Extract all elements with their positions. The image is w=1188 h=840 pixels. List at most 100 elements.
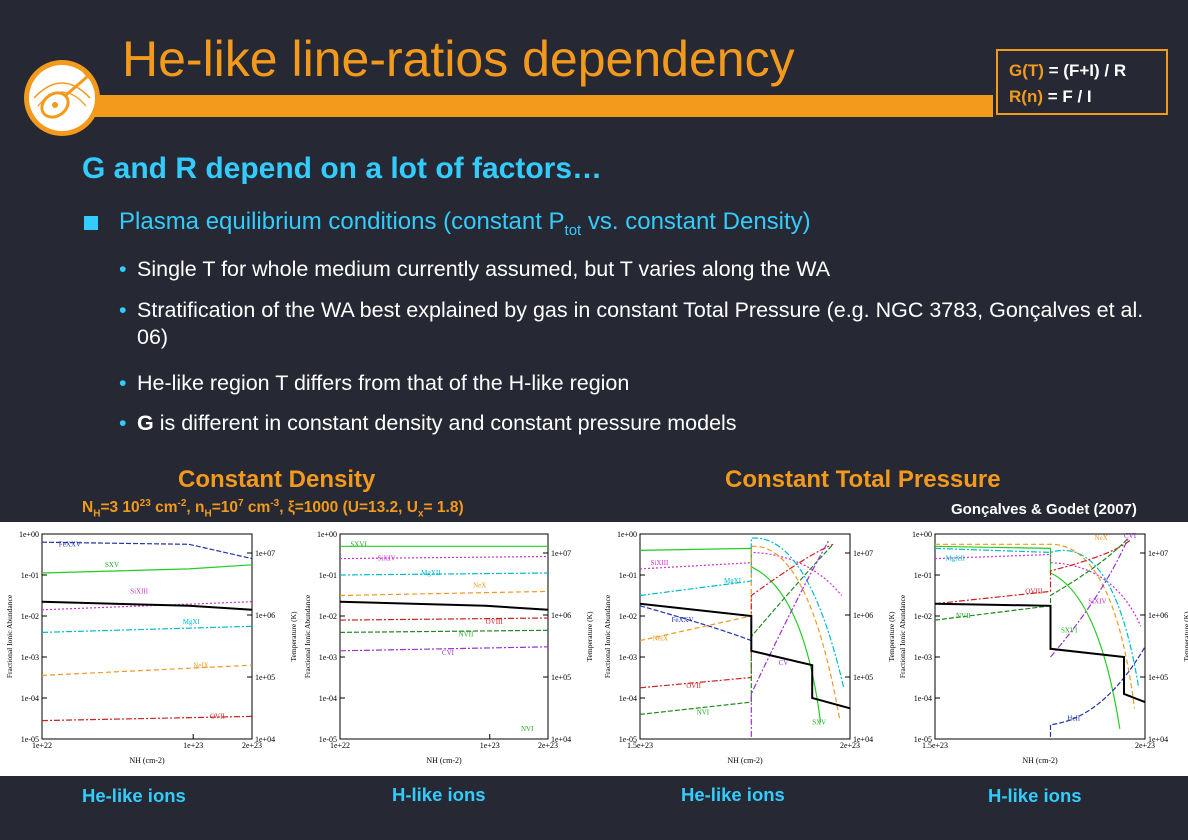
y-tick-label: 1e-04	[619, 694, 637, 703]
y2-tick-label: 1e+07	[1148, 549, 1168, 558]
ion-label: NVII	[956, 612, 971, 620]
x-axis-label: NH (cm-2)	[1022, 756, 1058, 765]
abundance-curve	[934, 547, 1140, 688]
ion-label: MgXII	[946, 555, 966, 563]
main-bullet: Plasma equilibrium conditions (constant …	[119, 208, 811, 239]
ion-label: NeIX	[193, 661, 209, 669]
y-tick-label: 1e+00	[617, 530, 637, 539]
plot-panel-3: 1e+00 1e-01 1e-02 1e-03 1e-04 1e-05 1e+07 1e+06…	[603, 530, 896, 765]
y-tick-label: 1e-05	[319, 735, 337, 744]
g-formula: G(T) = (F+I) / R	[1009, 61, 1127, 80]
abundance-curve	[934, 537, 1129, 621]
ion-label: NVI	[697, 708, 710, 716]
y-tick-label: 1e-04	[21, 694, 39, 703]
ion-label: OVII	[686, 682, 701, 690]
plot-panel-4: 1e+00 1e-01 1e-02 1e-03 1e-04 1e-05 1e+07 1e+06…	[898, 530, 1188, 765]
y-tick-label: 1e-04	[319, 694, 337, 703]
constant-pressure-title: Constant Total Pressure	[725, 466, 1001, 493]
caption-he-like-1: He-like ions	[82, 785, 186, 806]
abundance-curve	[1050, 537, 1129, 658]
y2-axis-label: Temperature (K)	[289, 611, 298, 662]
formula-box: G(T) = (F+I) / R R(n) = F / I	[996, 49, 1168, 115]
plot-panel-2: 1e+00 1e-01 1e-02 1e-03 1e-04 1e-05 1e+07 1e+06…	[303, 530, 594, 765]
y2-tick-label: 1e+04	[255, 735, 275, 744]
abundance-curve	[339, 646, 549, 652]
y2-axis-label: Temperature (K)	[1182, 611, 1188, 662]
plot-frame	[639, 533, 851, 740]
ion-label: SXV	[812, 719, 826, 727]
y2-tick-label: 1e+07	[551, 549, 571, 558]
ion-label: NVI	[521, 725, 534, 733]
x-tick-label: 1.5e+23	[627, 741, 653, 750]
y-tick-label: 1e+00	[317, 530, 337, 539]
ion-label: CVI	[442, 649, 455, 657]
ion-label: NVII	[459, 631, 474, 639]
ion-label: SiXIII	[651, 559, 670, 567]
sub-bullet-3: • He-like region T differs from that of t…	[119, 371, 630, 395]
ion-label: SXVI	[350, 540, 367, 548]
plot-frame	[934, 533, 1146, 740]
y-tick-label: 1e+00	[912, 530, 932, 539]
y-tick-label: 1e-02	[21, 612, 39, 621]
x-tick-label: 2e+23	[1135, 741, 1155, 750]
square-bullet-icon	[84, 216, 98, 230]
y2-tick-label: 1e+04	[551, 735, 571, 744]
abundance-curve	[41, 541, 253, 560]
y-tick-label: 1e-03	[914, 653, 932, 662]
ion-label: MgXI	[724, 577, 742, 585]
ion-label: CV	[779, 659, 789, 667]
y2-tick-label: 1e+05	[255, 673, 275, 682]
section-heading: G and R depend on a lot of factors…	[82, 152, 603, 185]
sub-bullet-2: • Stratification of the WA best explained…	[119, 298, 1144, 349]
ion-label: NeIX	[653, 635, 669, 643]
y2-tick-label: 1e+06	[551, 611, 571, 620]
abundance-curve	[339, 600, 549, 611]
y2-tick-label: 1e+05	[551, 673, 571, 682]
mandolin-logo-icon	[22, 58, 102, 138]
y-axis-label: Fractional Ionic Abundance	[303, 594, 312, 678]
ion-label: CVI	[1124, 532, 1137, 540]
caption-he-like-2: He-like ions	[681, 784, 785, 805]
citation: Gonçalves & Godet (2007)	[951, 501, 1137, 518]
y2-axis-label: Temperature (K)	[887, 611, 896, 662]
ion-label: OVII	[210, 713, 225, 721]
y-tick-label: 1e-02	[619, 612, 637, 621]
ion-label: FeXXV	[672, 616, 694, 624]
abundance-curve	[934, 553, 1142, 627]
y-tick-label: 1e-05	[21, 735, 39, 744]
x-tick-label: 1e+22	[330, 741, 350, 750]
plot-frame	[41, 533, 253, 740]
y-tick-label: 1e-01	[914, 571, 932, 580]
constant-density-title: Constant Density	[178, 466, 376, 493]
y-tick-label: 1e-05	[914, 735, 932, 744]
abundance-curve	[750, 539, 830, 737]
density-parameters: NH=3 1023 cm-2, nH=107 cm-3, ξ=1000 (U=1…	[82, 498, 464, 520]
y-tick-label: 1e-03	[21, 653, 39, 662]
y2-tick-label: 1e+05	[853, 673, 873, 682]
y2-tick-label: 1e+07	[255, 549, 275, 558]
y-axis-label: Fractional Ionic Abundance	[5, 594, 14, 678]
x-tick-label: 1.5e+23	[922, 741, 948, 750]
caption-h-like-2: H-like ions	[988, 785, 1082, 806]
ion-label: SXV	[105, 561, 119, 569]
y2-tick-label: 1e+07	[853, 549, 873, 558]
y2-tick-label: 1e+06	[255, 611, 275, 620]
y2-tick-label: 1e+05	[1148, 673, 1168, 682]
y-tick-label: 1e-03	[319, 653, 337, 662]
ion-label: MgXI	[183, 618, 201, 626]
y-tick-label: 1e-05	[619, 735, 637, 744]
ion-label: SXVI	[1061, 626, 1078, 634]
y-tick-label: 1e-02	[319, 612, 337, 621]
ionic-abundance-plots: 1e+00 1e-01 1e-02 1e-03 1e-04 1e-05 1e+07 1e+06…	[5, 530, 1188, 765]
abundance-curve	[41, 600, 253, 611]
abundance-curve	[339, 572, 549, 576]
ion-label: SiXIII	[130, 587, 149, 595]
x-tick-label: 1e+22	[32, 741, 52, 750]
abundance-curve	[41, 664, 253, 676]
y2-tick-label: 1e+04	[1148, 735, 1168, 744]
abundance-curve	[339, 555, 549, 560]
abundance-curve	[639, 545, 841, 719]
y2-tick-label: 1e+04	[853, 735, 873, 744]
x-tick-label: 1e+23	[183, 741, 203, 750]
title-underline-bar	[48, 95, 993, 117]
